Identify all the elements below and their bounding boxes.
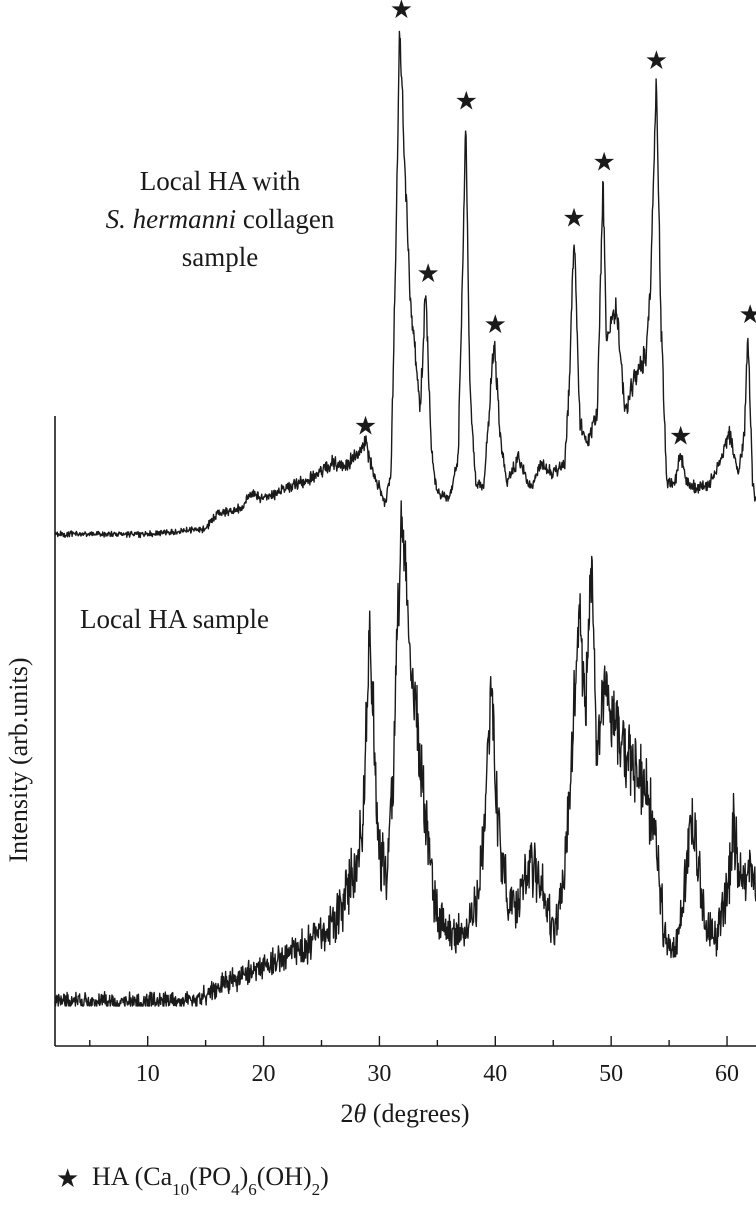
peak-star-marker: ★ — [562, 203, 585, 232]
chart-axes — [54, 416, 756, 1047]
x-ticks: 10 20 30 40 50 60 — [89, 1036, 739, 1087]
y-axis-label: Intensity (arb.units) — [4, 657, 33, 862]
series-label-line-1: Local HA with — [140, 166, 301, 196]
x-tick-label: 30 — [367, 1061, 391, 1087]
xrd-traces — [54, 30, 756, 1007]
series-line-0 — [54, 30, 756, 539]
x-tick-label: 50 — [599, 1061, 623, 1087]
series-label-line-3: sample — [182, 242, 258, 272]
series-line-1 — [54, 500, 756, 1007]
x-tick-label: 40 — [483, 1061, 507, 1087]
x-tick-label: 60 — [715, 1061, 739, 1087]
peak-star-marker: ★ — [484, 310, 507, 339]
legend-label: HA (Ca10(PO4)6(OH)2) — [92, 1162, 329, 1199]
x-axis-label: 2θ (degrees) — [341, 1099, 470, 1128]
x-tick-label: 20 — [252, 1061, 276, 1087]
x-tick-label: 10 — [136, 1061, 160, 1087]
peak-star-marker: ★ — [416, 259, 439, 288]
series-label-local-ha: Local HA sample — [80, 604, 269, 634]
peak-star-marker: ★ — [739, 300, 756, 329]
peak-star-marker: ★ — [455, 86, 478, 115]
legend: ★ HA (Ca10(PO4)6(OH)2) — [56, 1162, 329, 1199]
series-label-collagen: Local HA with S. hermanni collagen sampl… — [106, 166, 335, 272]
peak-star-marker: ★ — [669, 422, 692, 451]
series-label-line-2: S. hermanni collagen — [106, 204, 335, 234]
peak-star-marker: ★ — [390, 0, 413, 24]
peak-star-marker: ★ — [354, 412, 377, 441]
peak-star-marker: ★ — [593, 147, 616, 176]
legend-star-icon: ★ — [56, 1164, 79, 1193]
peak-star-marker: ★ — [645, 46, 668, 75]
peak-markers: ★ ★ ★ ★ ★ ★ ★ ★ ★ ★ — [354, 0, 756, 451]
